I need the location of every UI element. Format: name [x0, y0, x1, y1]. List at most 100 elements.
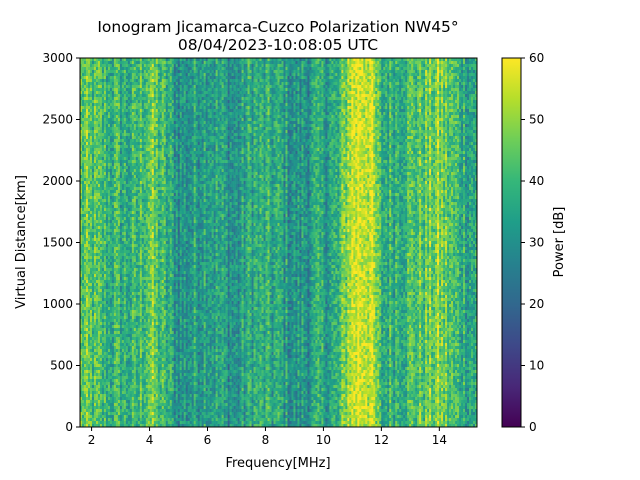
heatmap-cell	[127, 358, 131, 362]
heatmap-cell	[115, 355, 119, 359]
heatmap-cell	[103, 412, 107, 416]
heatmap-cell	[99, 304, 103, 308]
heatmap-cell	[157, 340, 161, 344]
heatmap-cell	[145, 256, 149, 260]
heatmap-cell	[133, 121, 137, 125]
heatmap-cell	[119, 181, 123, 185]
heatmap-cell	[143, 196, 147, 200]
heatmap-cell	[137, 226, 141, 230]
heatmap-cell	[127, 256, 131, 260]
heatmap-cell	[97, 382, 101, 386]
heatmap-cell	[141, 133, 145, 137]
heatmap-cell	[105, 133, 109, 137]
heatmap-cell	[109, 256, 113, 260]
heatmap-cell	[155, 253, 159, 257]
heatmap-cell	[93, 409, 97, 413]
heatmap-cell	[93, 61, 97, 65]
heatmap-cell	[95, 412, 99, 416]
heatmap-cell	[85, 172, 89, 176]
heatmap-cell	[103, 388, 107, 392]
heatmap-cell	[97, 70, 101, 74]
heatmap-cell	[91, 154, 95, 158]
heatmap-cell	[125, 241, 129, 245]
heatmap-cell	[115, 244, 119, 248]
heatmap-cell	[83, 328, 87, 332]
heatmap-cell	[123, 286, 127, 290]
heatmap-cell	[113, 148, 117, 152]
heatmap-cell	[111, 241, 115, 245]
heatmap-cell	[83, 355, 87, 359]
heatmap-cell	[127, 187, 131, 191]
heatmap-cell	[105, 106, 109, 110]
heatmap-cell	[133, 148, 137, 152]
heatmap-cell	[97, 211, 101, 215]
heatmap-cell	[119, 364, 123, 368]
heatmap-cell	[119, 175, 123, 179]
heatmap-cell	[103, 313, 107, 317]
heatmap-cell	[81, 109, 85, 113]
heatmap-cell	[141, 94, 145, 98]
heatmap-cell	[145, 223, 149, 227]
heatmap-cell	[87, 358, 91, 362]
heatmap-cell	[119, 373, 123, 377]
heatmap-cell	[87, 157, 91, 161]
heatmap-cell	[103, 61, 107, 65]
heatmap-cell	[111, 115, 115, 119]
heatmap-cell	[149, 292, 153, 296]
heatmap-cell	[119, 136, 123, 140]
heatmap-cell	[99, 403, 103, 407]
heatmap-cell	[121, 241, 125, 245]
heatmap-cell	[129, 112, 133, 116]
heatmap-cell	[83, 310, 87, 314]
heatmap-cell	[99, 238, 103, 242]
heatmap-cell	[157, 400, 161, 404]
heatmap-cell	[145, 121, 149, 125]
heatmap-cell	[143, 148, 147, 152]
heatmap-cell	[83, 295, 87, 299]
heatmap-cell	[101, 139, 105, 143]
heatmap-cell	[95, 175, 99, 179]
heatmap-cell	[99, 139, 103, 143]
heatmap-cell	[109, 145, 113, 149]
heatmap-cell	[87, 88, 91, 92]
heatmap-cell	[119, 58, 123, 62]
heatmap-cell	[89, 379, 93, 383]
heatmap-cell	[107, 376, 111, 380]
heatmap-cell	[129, 160, 133, 164]
heatmap-cell	[121, 85, 125, 89]
heatmap-cell	[101, 127, 105, 131]
heatmap-cell	[151, 262, 155, 266]
heatmap-cell	[111, 334, 115, 338]
heatmap-cell	[147, 109, 151, 113]
heatmap-cell	[93, 388, 97, 392]
heatmap-cell	[159, 181, 163, 185]
heatmap-cell	[93, 70, 97, 74]
heatmap-cell	[155, 421, 159, 425]
heatmap-cell	[125, 274, 129, 278]
heatmap-cell	[143, 235, 147, 239]
heatmap-cell	[117, 280, 121, 284]
heatmap-cell	[87, 292, 91, 296]
heatmap-cell	[149, 163, 153, 167]
heatmap-cell	[105, 100, 109, 104]
heatmap-cell	[87, 136, 91, 140]
heatmap-cell	[133, 289, 137, 293]
heatmap-cell	[80, 136, 83, 140]
heatmap-cell	[115, 91, 119, 95]
heatmap-cell	[143, 184, 147, 188]
heatmap-cell	[121, 373, 125, 377]
heatmap-cell	[107, 136, 111, 140]
heatmap-cell	[131, 106, 135, 110]
heatmap-cell	[127, 220, 131, 224]
heatmap-cell	[91, 283, 95, 287]
heatmap-cell	[91, 112, 95, 116]
heatmap-cell	[99, 211, 103, 215]
heatmap-cell	[81, 325, 85, 329]
heatmap-cell	[157, 268, 161, 272]
heatmap-cell	[149, 358, 153, 362]
heatmap-cell	[135, 250, 139, 254]
heatmap-cell	[115, 292, 119, 296]
heatmap-cell	[137, 73, 141, 77]
heatmap-cell	[121, 319, 125, 323]
heatmap-cell	[127, 316, 131, 320]
